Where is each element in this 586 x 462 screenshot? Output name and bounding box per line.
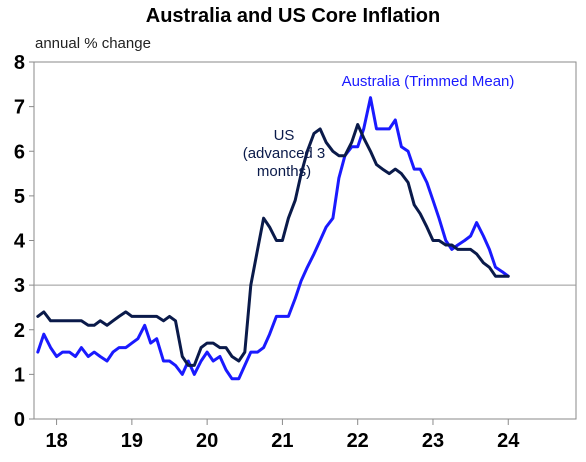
series-line-0: [36, 96, 510, 381]
series-label-layer: Australia (Trimmed Mean) US (advanced 3 mon…: [243, 73, 515, 180]
y-tick-label: 3: [14, 275, 25, 297]
x-tick-label: 19: [121, 430, 143, 452]
y-tick-label: 0: [14, 409, 25, 431]
x-tick-label: 20: [196, 430, 218, 452]
y-axis: 0 1 2 3 4 5 6 7 8: [14, 52, 34, 431]
y-tick-label: 6: [14, 141, 25, 163]
series-label-line: Australia (Trimmed Mean): [342, 73, 515, 90]
y-tick-label: 4: [14, 231, 26, 253]
x-tick-label: 24: [497, 430, 520, 452]
x-axis: 18 19 20 21 22 23 24: [45, 419, 520, 452]
y-tick-label: 8: [14, 52, 25, 74]
x-tick-label: 21: [271, 430, 293, 452]
series-label-line: (advanced 3: [243, 145, 326, 162]
chart-title: Australia and US Core Inflation: [146, 5, 440, 27]
series-line-1: [36, 123, 510, 367]
plot-frame: [33, 61, 577, 420]
x-tick-label: 18: [45, 430, 67, 452]
y-tick-label: 2: [14, 320, 25, 342]
y-tick-label: 7: [14, 97, 25, 119]
series-label-1: US (advanced 3 months): [243, 127, 326, 180]
series-label-line: months): [257, 163, 311, 180]
series-label-line: US: [274, 127, 295, 144]
y-axis-label: annual % change: [35, 35, 151, 52]
series-layer: [36, 96, 510, 381]
series-label-0: Australia (Trimmed Mean): [342, 73, 515, 90]
x-tick-label: 23: [422, 430, 444, 452]
x-tick-label: 22: [347, 430, 369, 452]
y-tick-label: 5: [14, 186, 25, 208]
y-tick-label: 1: [14, 364, 25, 386]
